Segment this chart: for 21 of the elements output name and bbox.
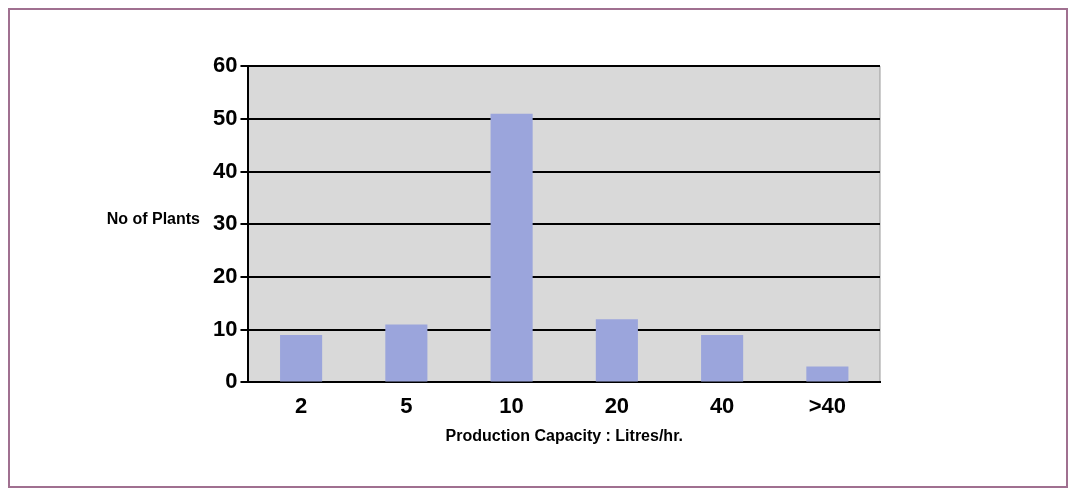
y-tick-label: 30: [212, 210, 238, 236]
x-axis-title: Production Capacity : Litres/hr.: [445, 426, 683, 444]
y-tick-label: 20: [212, 263, 238, 289]
y-tick-label: 60: [212, 52, 238, 78]
x-tick-label: >40: [808, 392, 847, 418]
bar: [701, 334, 744, 382]
x-tick-label: 5: [400, 392, 413, 418]
x-tick-label: 2: [294, 392, 308, 418]
x-tick-label: 10: [499, 392, 524, 418]
bar: [806, 366, 849, 382]
bar: [490, 113, 533, 382]
x-tick-label: 20: [604, 392, 630, 418]
y-tick-label: 50: [212, 104, 238, 130]
bar: [595, 319, 638, 382]
bar: [280, 334, 323, 382]
x-tick-label: 40: [709, 392, 735, 418]
y-tick-label: 40: [212, 157, 238, 183]
bar: [385, 324, 428, 382]
y-tick-label: 0: [225, 368, 238, 394]
y-axis-title: No of Plants: [105, 209, 200, 228]
y-tick-label: 10: [212, 315, 238, 341]
